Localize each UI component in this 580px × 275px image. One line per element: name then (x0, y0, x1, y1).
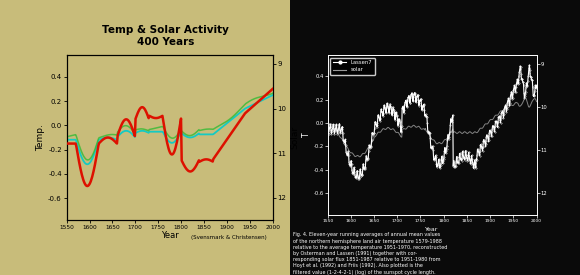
Legend: Lassen7, solar: Lassen7, solar (331, 58, 375, 75)
Y-axis label: Solar: Solar (291, 126, 300, 149)
Text: (Svensmark & Christensen): (Svensmark & Christensen) (191, 235, 267, 240)
Text: Year: Year (425, 227, 439, 232)
Y-axis label: Temp.: Temp. (37, 124, 45, 151)
Text: Fig. 4. Eleven-year running averages of annual mean values
of the northern hemis: Fig. 4. Eleven-year running averages of … (293, 232, 447, 274)
Text: Temp & Solar Activity
400 Years: Temp & Solar Activity 400 Years (102, 25, 229, 47)
X-axis label: Year: Year (161, 231, 179, 240)
Y-axis label: T: T (302, 133, 310, 137)
